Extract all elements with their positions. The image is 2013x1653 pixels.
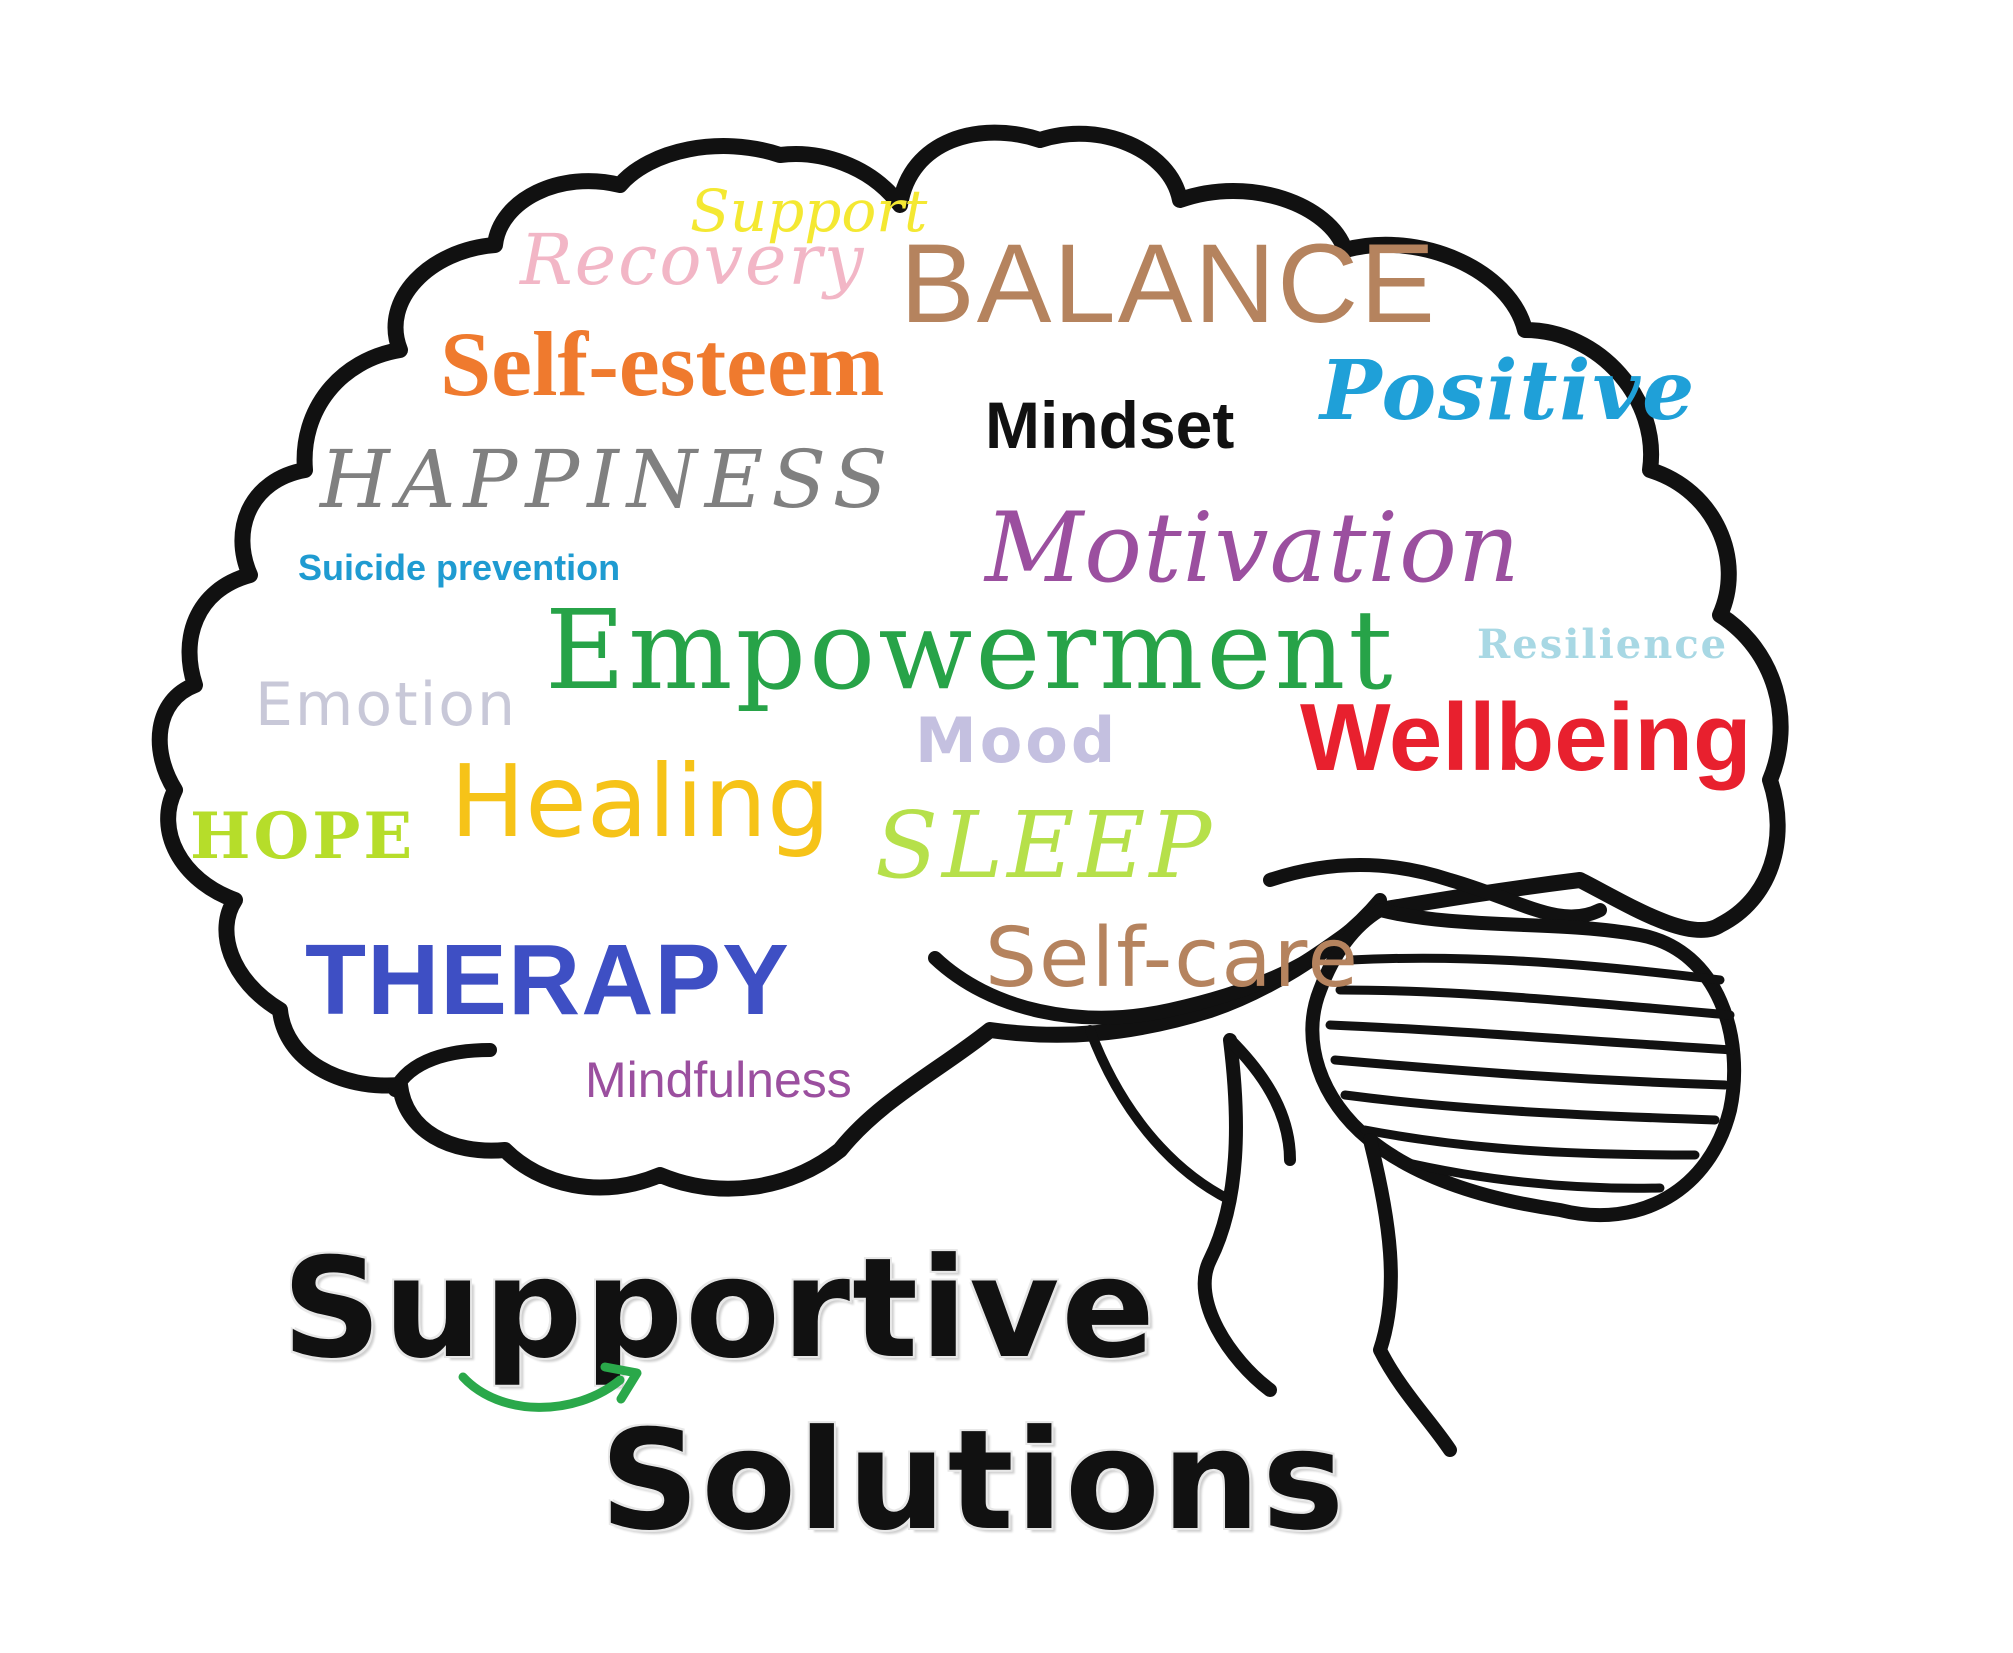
word-suicide-prevention: Suicide prevention [298, 547, 621, 588]
logo-text-supportive: Supportive [282, 1228, 1157, 1389]
cerebrum-outline [151, 124, 1789, 1197]
arrow-icon [458, 1362, 642, 1412]
word-emotion: Emotion [255, 670, 517, 740]
word-therapy: THERAPY [305, 924, 790, 1036]
brain-fold [1263, 858, 1607, 924]
word-healing: Healing [450, 743, 831, 860]
word-mood: Mood [915, 704, 1119, 777]
word-hope: HOPE [190, 799, 416, 874]
brain-fold [388, 1043, 497, 1097]
logo-text-solutions: Solutions [600, 1400, 1347, 1561]
word-wellbeing: Wellbeing [1300, 684, 1752, 791]
word-empowerment: Empowerment [545, 586, 1396, 714]
arrow-curve [458, 1372, 625, 1412]
word-happiness: HAPPINESS [320, 433, 896, 526]
word-self-care: Self-care [985, 911, 1360, 1006]
word-mindset: Mindset [985, 388, 1235, 462]
word-mindfulness: Mindfulness [585, 1052, 852, 1108]
word-motivation: Motivation [985, 492, 1521, 604]
word-positive: Positive [1320, 343, 1697, 439]
word-support: Support [690, 177, 928, 245]
word-sleep: SLEEP [875, 792, 1216, 899]
brainstem-outline [1363, 1133, 1457, 1457]
word-self-esteem: Self-esteem [440, 313, 885, 415]
brain-fold [928, 893, 1387, 1025]
word-recovery: Recovery [520, 219, 866, 301]
word-balance: BALANCE [900, 221, 1437, 346]
word-resilience: Resilience [1477, 621, 1729, 668]
arrow-head [600, 1362, 642, 1404]
brainstem-outline [1197, 1033, 1277, 1397]
